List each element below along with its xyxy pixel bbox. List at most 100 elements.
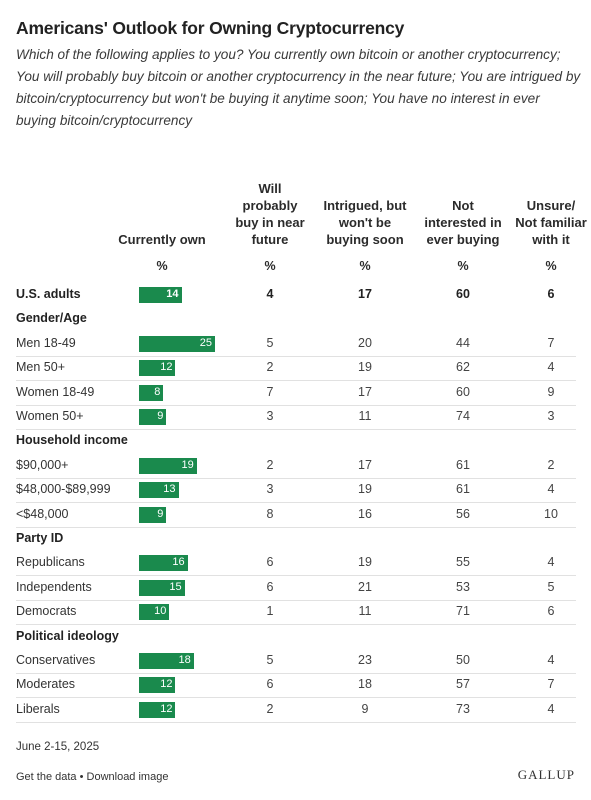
table-cell: 9 [547,384,555,399]
row-label: $90,000+ [16,457,69,472]
table-cell: 2 [266,360,274,375]
table-cell: 62 [456,360,470,375]
bar-value-label: 18 [178,654,191,666]
row-label: Political ideology [16,628,119,643]
bar-value-label: 8 [154,385,161,398]
column-unit: % [545,259,557,273]
currently-own-bar: 9 [139,409,167,425]
table-cell: 19 [358,482,372,497]
table-row: Men 50+ 12 2 19 62 4 [16,356,576,382]
column-header: Intrigued, but won't be buying soon [323,198,407,247]
row-label: Household income [16,433,128,448]
table-cell: 17 [358,287,372,301]
row-label: Gender/Age [16,311,87,326]
chart-title: Americans' Outlook for Owning Cryptocurr… [16,18,405,38]
get-data-download-links[interactable]: Get the data • Download image [16,771,169,783]
bar-value-label: 9 [157,410,164,422]
table-cell: 61 [456,482,470,497]
table-cell: 3 [266,409,274,423]
bar-value-label: 9 [157,507,164,520]
bar-value-label: 12 [160,678,173,691]
table-row: Women 18-49 8 7 17 60 9 [16,381,576,406]
table-cell: 4 [547,482,555,497]
table-row: Women 50+ 9 3 11 74 3 [16,405,576,430]
currently-own-bar: 19 [139,457,197,474]
bar-value-label: 13 [163,483,176,496]
table-cell: 19 [358,555,372,570]
row-label: Republicans [16,555,85,570]
table-cell: 2 [547,457,555,472]
table-cell: 6 [547,287,555,301]
row-label: Moderates [16,677,76,692]
table-row: $48,000-$89,999 13 3 19 61 4 [16,478,576,504]
table-cell: 23 [358,653,372,667]
table-cell: 4 [547,653,555,667]
table-row: $90,000+ 19 2 17 61 2 [16,454,576,479]
bar-value-label: 15 [169,580,182,593]
currently-own-bar: 16 [139,555,188,572]
table-row: Moderates 12 6 18 57 7 [16,673,576,699]
table-cell: 53 [456,579,470,594]
table-cell: 16 [358,506,372,521]
row-label: <$48,000 [16,506,69,521]
column-unit: % [264,259,276,273]
table-cell: 2 [266,701,274,716]
table-cell: 2 [266,457,274,472]
table-cell: 4 [547,701,555,716]
table-cell: 44 [456,335,470,350]
table-cell: 71 [456,604,470,619]
table-cell: 18 [358,677,372,692]
table-cell: 74 [456,409,470,423]
table-row: Men 18-49 25 5 20 44 7 [16,332,576,357]
table-cell: 17 [358,384,372,399]
row-label: Women 18-49 [16,384,95,399]
table-cell: 11 [358,604,372,619]
bar-value-label: 12 [160,361,173,374]
table-cell: 7 [547,677,555,692]
currently-own-bar: 12 [139,677,176,694]
table-cell: 57 [456,677,470,692]
table-cell: 9 [361,701,369,716]
currently-own-bar: 9 [139,506,167,523]
column-header: Not interested in ever buying [424,198,502,247]
gallup-logo: GALLUP [517,767,575,782]
table-row: Independents 15 6 21 53 5 [16,576,576,601]
table-row: Conservatives 18 5 23 50 4 [16,649,576,674]
currently-own-bar: 14 [139,287,182,303]
currently-own-bar: 18 [139,653,194,669]
table-cell: 4 [547,555,555,570]
table-cell: 6 [266,579,274,594]
column-header: Unsure/ Not familiar with it [515,198,587,247]
row-label: Liberals [16,701,60,716]
bar-value-label: 12 [160,702,173,715]
column-unit: % [156,259,168,273]
table-row: Republicans 16 6 19 55 4 [16,551,576,577]
table-cell: 6 [266,677,274,692]
bar-value-label: 10 [154,605,167,618]
table-cell: 60 [456,384,470,399]
bar-value-label: 19 [181,458,194,471]
table-cell: 19 [358,360,372,375]
table-cell: 5 [547,579,555,594]
table-cell: 20 [358,335,372,350]
table-cell: 50 [456,653,470,667]
currently-own-bar: 8 [139,384,164,401]
row-label: Independents [16,579,92,594]
table-cell: 73 [456,701,470,716]
currently-own-bar: 25 [139,335,215,352]
column-unit: % [359,259,371,273]
currently-own-bar: 13 [139,482,179,499]
table-cell: 17 [358,457,372,472]
currently-own-bar: 15 [139,579,185,596]
table-cell: 8 [266,506,274,521]
table-cell: 56 [456,506,470,521]
table-cell: 5 [266,335,274,350]
table-cell: 3 [547,409,555,423]
column-header: Will probably buy in near future [235,181,305,247]
table-row: Liberals 12 2 9 73 4 [16,698,576,723]
table-cell: 11 [358,409,372,423]
row-label: $48,000-$89,999 [16,482,111,497]
row-label: Party ID [16,531,64,545]
row-label: Conservatives [16,653,96,667]
table-cell: 4 [266,287,274,301]
